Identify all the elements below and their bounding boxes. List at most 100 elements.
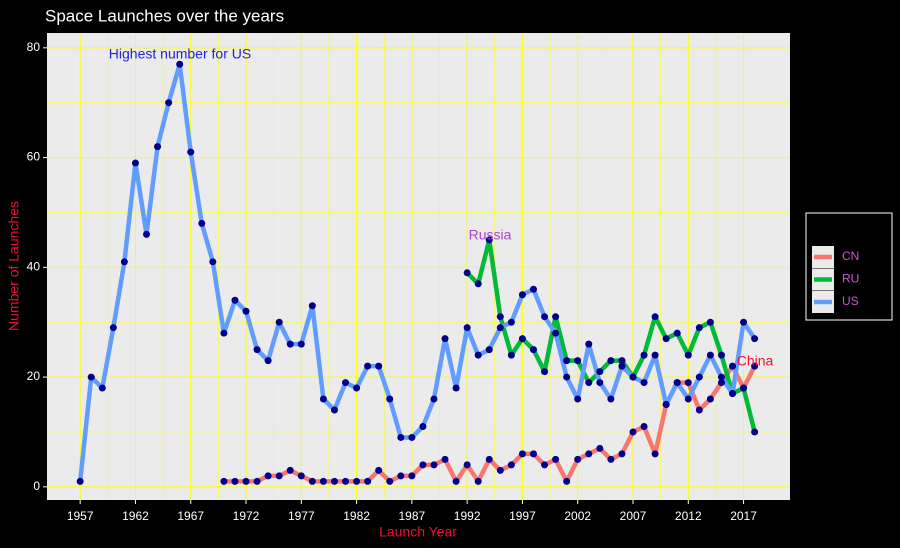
data-point bbox=[607, 455, 615, 463]
data-point bbox=[640, 351, 648, 359]
x-tick-label: 2012 bbox=[675, 509, 702, 523]
annotation: Highest number for US bbox=[109, 46, 251, 62]
data-point bbox=[518, 335, 526, 343]
data-point bbox=[618, 362, 626, 370]
data-point bbox=[408, 472, 416, 480]
x-tick-label: 1992 bbox=[454, 509, 481, 523]
data-point bbox=[507, 461, 515, 469]
data-point bbox=[607, 395, 615, 403]
data-point bbox=[706, 318, 714, 326]
data-point bbox=[364, 362, 372, 370]
y-axis-title: Number of Launches bbox=[6, 201, 22, 331]
plot-panel bbox=[47, 33, 790, 500]
data-point bbox=[729, 390, 737, 398]
data-point bbox=[673, 329, 681, 337]
data-point bbox=[541, 313, 549, 321]
data-point bbox=[131, 159, 139, 167]
y-tick-label: 60 bbox=[27, 150, 41, 164]
data-point bbox=[474, 280, 482, 288]
x-tick-label: 1997 bbox=[509, 509, 536, 523]
data-point bbox=[330, 477, 338, 485]
data-point bbox=[684, 379, 692, 387]
x-tick-label: 1957 bbox=[67, 509, 94, 523]
data-point bbox=[342, 379, 350, 387]
x-tick-label: 1962 bbox=[122, 509, 149, 523]
data-point bbox=[529, 285, 537, 293]
data-point bbox=[375, 362, 383, 370]
data-point bbox=[717, 379, 725, 387]
data-point bbox=[651, 450, 659, 458]
data-point bbox=[673, 379, 681, 387]
data-point bbox=[751, 362, 759, 370]
data-point bbox=[364, 477, 372, 485]
data-point bbox=[751, 428, 759, 436]
data-point bbox=[87, 373, 95, 381]
data-point bbox=[695, 406, 703, 414]
data-point bbox=[585, 340, 593, 348]
data-point bbox=[684, 395, 692, 403]
x-tick-label: 1972 bbox=[233, 509, 260, 523]
data-point bbox=[209, 258, 217, 266]
data-point bbox=[474, 351, 482, 359]
data-point bbox=[242, 307, 250, 315]
x-tick-label: 2002 bbox=[564, 509, 591, 523]
data-point bbox=[552, 455, 560, 463]
data-point bbox=[319, 395, 327, 403]
data-point bbox=[452, 477, 460, 485]
data-point bbox=[342, 477, 350, 485]
data-point bbox=[220, 329, 228, 337]
data-point bbox=[386, 477, 394, 485]
data-point bbox=[751, 335, 759, 343]
data-point bbox=[574, 357, 582, 365]
data-point bbox=[740, 384, 748, 392]
data-point bbox=[353, 477, 361, 485]
data-point bbox=[198, 219, 206, 227]
y-tick-label: 40 bbox=[27, 259, 41, 273]
data-point bbox=[662, 335, 670, 343]
data-point bbox=[275, 318, 283, 326]
data-point bbox=[563, 477, 571, 485]
data-point bbox=[308, 302, 316, 310]
data-point bbox=[552, 329, 560, 337]
data-point bbox=[264, 472, 272, 480]
data-point bbox=[629, 428, 637, 436]
data-point bbox=[618, 450, 626, 458]
data-point bbox=[717, 373, 725, 381]
data-point bbox=[220, 477, 228, 485]
x-axis-title: Launch Year bbox=[379, 524, 457, 540]
annotation: Russia bbox=[469, 227, 512, 243]
data-point bbox=[596, 379, 604, 387]
data-point bbox=[253, 346, 261, 354]
data-point bbox=[695, 373, 703, 381]
data-point bbox=[441, 455, 449, 463]
data-point bbox=[98, 384, 106, 392]
data-point bbox=[264, 357, 272, 365]
data-point bbox=[463, 324, 471, 332]
data-point bbox=[330, 406, 338, 414]
data-point bbox=[585, 379, 593, 387]
legend-label: CN bbox=[842, 249, 859, 263]
data-point bbox=[706, 395, 714, 403]
data-point bbox=[165, 99, 173, 107]
data-point bbox=[529, 450, 537, 458]
data-point bbox=[397, 433, 405, 441]
data-point bbox=[297, 472, 305, 480]
data-point bbox=[375, 466, 383, 474]
legend-label: RU bbox=[842, 272, 859, 286]
data-point bbox=[717, 351, 725, 359]
data-point bbox=[629, 373, 637, 381]
data-point bbox=[695, 324, 703, 332]
data-point bbox=[552, 313, 560, 321]
data-point bbox=[485, 346, 493, 354]
data-point bbox=[430, 461, 438, 469]
data-point bbox=[518, 450, 526, 458]
data-point bbox=[154, 143, 162, 151]
data-point bbox=[297, 340, 305, 348]
data-point bbox=[563, 373, 571, 381]
data-point bbox=[419, 461, 427, 469]
data-point bbox=[585, 450, 593, 458]
data-point bbox=[541, 461, 549, 469]
data-point bbox=[541, 368, 549, 376]
x-tick-label: 2007 bbox=[620, 509, 647, 523]
